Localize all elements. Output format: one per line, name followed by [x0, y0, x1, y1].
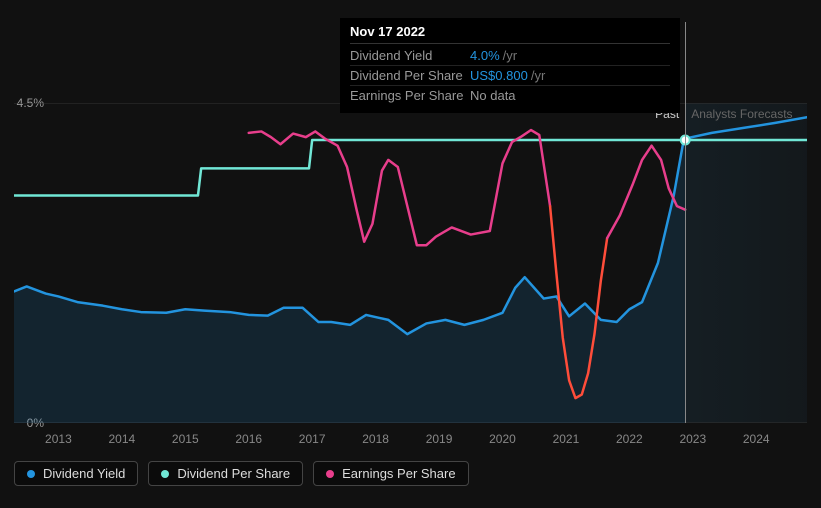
- scrubber-line[interactable]: [685, 22, 686, 423]
- x-axis-label: 2022: [616, 432, 643, 446]
- legend-item[interactable]: Dividend Yield: [14, 461, 138, 486]
- tooltip-label: Dividend Yield: [350, 48, 470, 63]
- x-axis-label: 2017: [299, 432, 326, 446]
- x-axis-label: 2018: [362, 432, 389, 446]
- legend: Dividend Yield Dividend Per Share Earnings…: [14, 461, 469, 486]
- legend-item[interactable]: Dividend Per Share: [148, 461, 303, 486]
- tooltip-label: Earnings Per Share: [350, 88, 470, 103]
- tooltip-row: Earnings Per ShareNo data: [350, 86, 670, 105]
- dividend-chart: Nov 17 2022 Dividend Yield4.0%/yrDividen…: [0, 0, 821, 508]
- tooltip-unit: /yr: [503, 48, 517, 63]
- series-line-earnings_good: [249, 130, 550, 245]
- chart-tooltip: Nov 17 2022 Dividend Yield4.0%/yrDividen…: [340, 18, 680, 113]
- x-axis-label: 2020: [489, 432, 516, 446]
- tooltip-row: Dividend Yield4.0%/yr: [350, 46, 670, 66]
- tooltip-date: Nov 17 2022: [350, 24, 670, 44]
- legend-item[interactable]: Earnings Per Share: [313, 461, 468, 486]
- x-axis-label: 2014: [108, 432, 135, 446]
- x-axis-label: 2015: [172, 432, 199, 446]
- plot-area[interactable]: [14, 103, 807, 423]
- x-axis-label: 2016: [235, 432, 262, 446]
- tooltip-value: 4.0%: [470, 48, 500, 63]
- tooltip-row: Dividend Per ShareUS$0.800/yr: [350, 66, 670, 86]
- x-axis-label: 2019: [426, 432, 453, 446]
- series-line-dividend_yield_forecast: [685, 117, 807, 138]
- tooltip-unit: /yr: [531, 68, 545, 83]
- series-line-dividend_yield_area: [14, 139, 685, 335]
- x-axis-label: 2023: [679, 432, 706, 446]
- tooltip-value: US$0.800: [470, 68, 528, 83]
- legend-label: Earnings Per Share: [342, 466, 455, 481]
- tooltip-value: No data: [470, 88, 516, 103]
- x-axis-label: 2024: [743, 432, 770, 446]
- legend-label: Dividend Per Share: [177, 466, 290, 481]
- legend-label: Dividend Yield: [43, 466, 125, 481]
- legend-dot-icon: [161, 470, 169, 478]
- legend-dot-icon: [326, 470, 334, 478]
- x-axis-label: 2013: [45, 432, 72, 446]
- series-line-dividend_per_share: [14, 140, 685, 195]
- tooltip-label: Dividend Per Share: [350, 68, 470, 83]
- x-axis-label: 2021: [553, 432, 580, 446]
- legend-dot-icon: [27, 470, 35, 478]
